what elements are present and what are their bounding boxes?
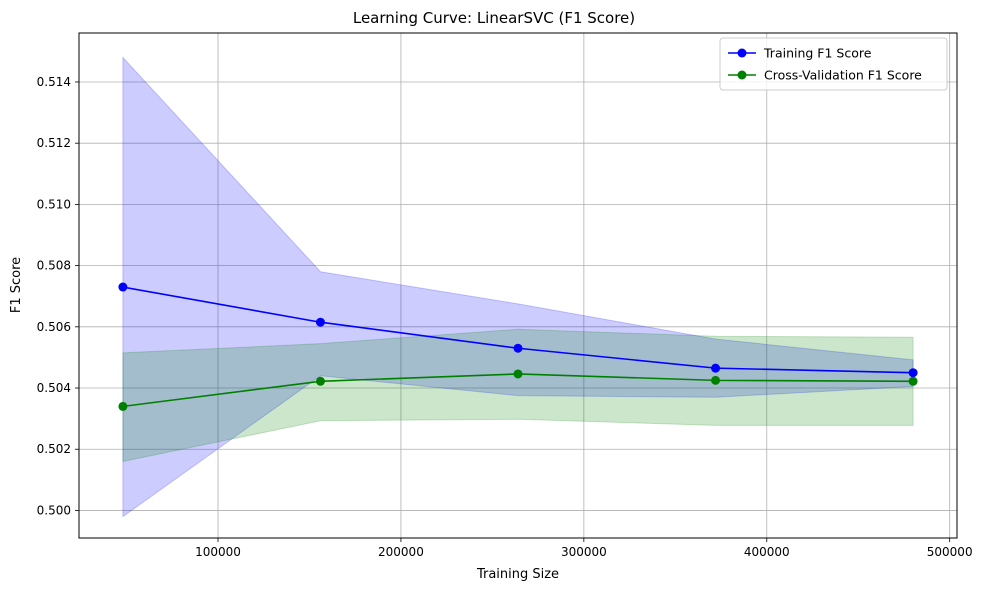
confidence-band-cross-validation [122,328,914,463]
axis-ticks: 100000 200000 300000 400000 500000 0.500 0.502… [37,75,973,559]
x-axis-label: Training Size [476,567,559,582]
x-tick-label: 200000 [378,545,424,559]
data-point-cross-validation [711,375,721,385]
legend: Training F1 Score Cross-Validation F1 Sco… [719,37,948,91]
chart-title: Learning Curve: LinearSVC (F1 Score) [353,9,635,27]
y-tick-label: 0.512 [37,136,71,150]
confidence-bands [122,56,914,518]
y-axis-label: F1 Score [9,257,24,313]
plot-frame [78,32,958,539]
data-point-cross-validation [908,376,918,386]
data-point-training [908,368,918,378]
legend-label: Cross-Validation F1 Score [764,68,922,83]
data-point-training [513,343,523,353]
grid [79,33,957,538]
series-markers [118,282,918,411]
x-tick-label: 400000 [744,545,790,559]
data-point-training [315,317,325,327]
legend-marker [737,48,747,58]
y-tick-label: 0.514 [37,75,71,89]
data-point-training [711,363,721,373]
y-tick-label: 0.504 [37,381,71,395]
legend-box [719,37,948,91]
legend-label: Training F1 Score [763,46,872,61]
data-point-cross-validation [118,401,128,411]
confidence-band-training [122,56,914,518]
y-tick-label: 0.500 [37,503,71,517]
y-tick-label: 0.510 [37,197,71,211]
data-point-cross-validation [513,369,523,379]
x-tick-label: 100000 [195,545,241,559]
y-tick-label: 0.506 [37,320,71,334]
data-point-cross-validation [315,376,325,386]
y-tick-label: 0.502 [37,442,71,456]
data-point-training [118,282,128,292]
x-tick-label: 500000 [927,545,973,559]
x-tick-label: 300000 [561,545,607,559]
legend-marker [737,70,747,80]
y-tick-label: 0.508 [37,259,71,273]
